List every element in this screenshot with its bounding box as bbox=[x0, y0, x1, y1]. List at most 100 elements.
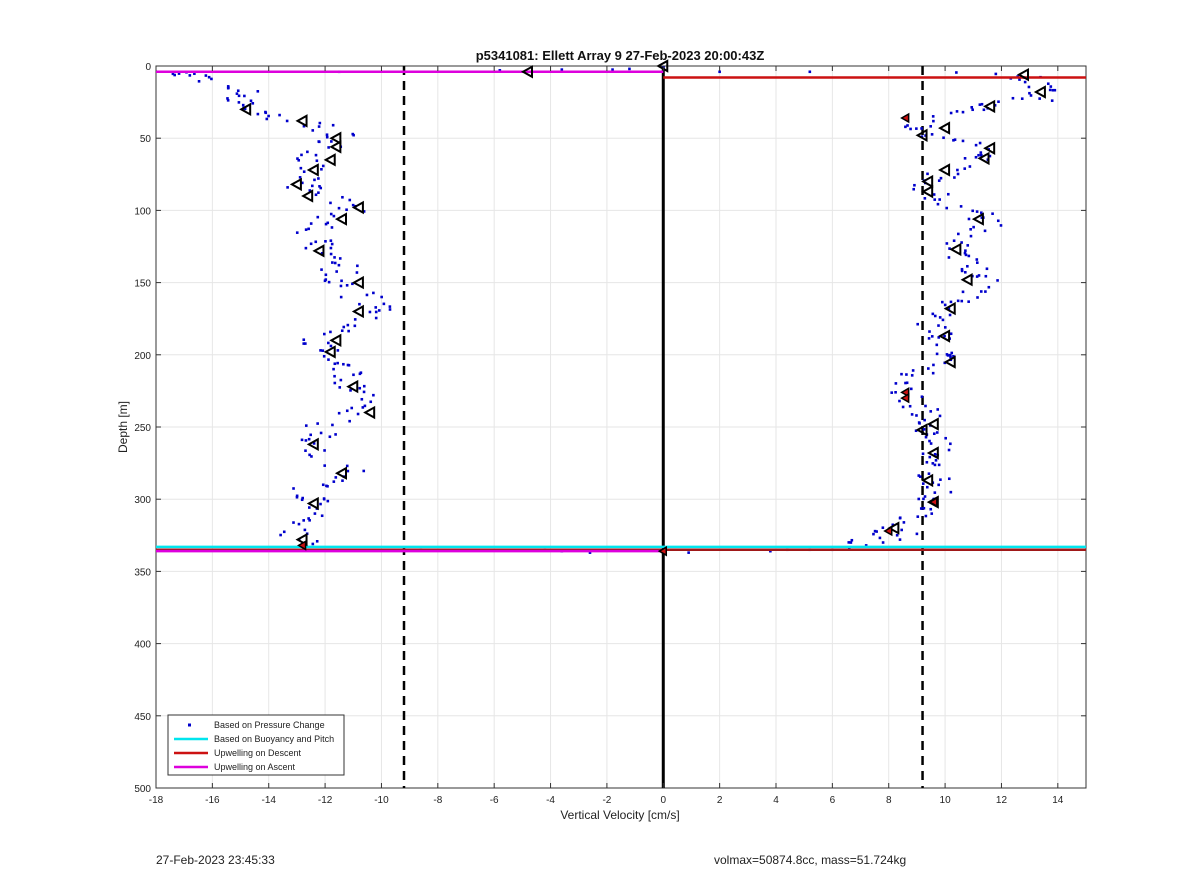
pressure-point bbox=[949, 355, 952, 359]
pressure-point bbox=[324, 273, 328, 277]
pressure-point bbox=[916, 515, 920, 518]
pressure-point bbox=[304, 449, 307, 452]
pressure-point bbox=[923, 495, 927, 498]
x-tick-label: -2 bbox=[602, 795, 611, 806]
pressure-point bbox=[236, 89, 240, 93]
x-tick-label: 12 bbox=[996, 795, 1008, 806]
pressure-point bbox=[309, 433, 312, 437]
horizontal-lines bbox=[156, 70, 1086, 553]
descent-marker bbox=[915, 128, 928, 143]
pressure-point bbox=[933, 463, 937, 467]
legend-label: Based on Pressure Change bbox=[214, 720, 325, 730]
pressure-point bbox=[937, 324, 940, 327]
pressure-point bbox=[979, 290, 983, 293]
pressure-point bbox=[243, 94, 246, 98]
pressure-point bbox=[308, 189, 312, 192]
pressure-point bbox=[976, 296, 979, 299]
pressure-point bbox=[975, 210, 979, 213]
pressure-point bbox=[975, 275, 979, 278]
pressure-point bbox=[921, 452, 925, 456]
pressure-point bbox=[292, 487, 295, 490]
pressure-point bbox=[980, 102, 984, 106]
pressure-point bbox=[849, 541, 853, 544]
pressure-point bbox=[369, 400, 373, 404]
legend-swatch bbox=[188, 723, 191, 727]
pressure-point bbox=[332, 214, 336, 218]
pressure-point bbox=[334, 433, 337, 436]
pressure-point bbox=[317, 191, 320, 194]
y-tick-label: 0 bbox=[145, 62, 151, 73]
pressure-point bbox=[307, 437, 311, 441]
pressure-point bbox=[943, 303, 947, 307]
x-tick-label: -12 bbox=[318, 795, 333, 806]
pressure-point bbox=[299, 166, 303, 170]
pressure-point bbox=[334, 476, 338, 479]
legend-label: Upwelling on Descent bbox=[214, 748, 302, 758]
pressure-point bbox=[256, 112, 260, 116]
x-tick-label: 10 bbox=[940, 795, 952, 806]
pressure-point bbox=[320, 514, 324, 518]
pressure-point bbox=[353, 324, 357, 328]
pressure-point bbox=[927, 472, 931, 475]
x-tick-label: -10 bbox=[374, 795, 389, 806]
pressure-point bbox=[302, 338, 306, 342]
pressure-point bbox=[226, 99, 230, 102]
pressure-point bbox=[906, 124, 909, 127]
pressure-point bbox=[374, 316, 378, 320]
pressure-point bbox=[864, 544, 868, 547]
pressure-point bbox=[320, 252, 324, 255]
pressure-point bbox=[329, 239, 333, 242]
pressure-point bbox=[914, 429, 918, 433]
pressure-point bbox=[264, 111, 268, 115]
pressure-point bbox=[296, 157, 299, 160]
pressure-point bbox=[963, 251, 967, 255]
pressure-point bbox=[980, 216, 984, 219]
pressure-point bbox=[314, 153, 318, 157]
pressure-point bbox=[913, 183, 916, 187]
pressure-point bbox=[249, 99, 253, 103]
pressure-point bbox=[317, 140, 321, 144]
pressure-point bbox=[980, 153, 983, 157]
pressure-point bbox=[935, 352, 939, 356]
pressure-point bbox=[909, 387, 913, 391]
pressure-point bbox=[207, 75, 211, 79]
pressure-point bbox=[930, 335, 934, 338]
descent-marker bbox=[971, 212, 984, 226]
pressure-point bbox=[949, 332, 953, 336]
pressure-point bbox=[956, 172, 960, 176]
pressure-point bbox=[265, 117, 269, 121]
pressure-point bbox=[938, 414, 942, 418]
pressure-point bbox=[894, 391, 897, 394]
y-tick-label: 250 bbox=[134, 423, 151, 434]
pressure-point bbox=[878, 536, 882, 540]
pressure-point bbox=[964, 249, 967, 252]
pressure-point bbox=[974, 143, 978, 147]
x-tick-label: -8 bbox=[433, 795, 442, 806]
pressure-point bbox=[326, 499, 330, 503]
pressure-point bbox=[226, 97, 229, 100]
pressure-point bbox=[900, 528, 903, 532]
pressure-point bbox=[341, 479, 344, 482]
pressure-point bbox=[303, 528, 307, 532]
axis-ticks: -18 -16 -14 -12 -10 -8 -6 -4 -2 0 2 4 6 8 10 12 14 0 50 100… bbox=[134, 62, 1086, 806]
pressure-point bbox=[324, 222, 328, 226]
pressure-point bbox=[945, 242, 949, 245]
pressure-point bbox=[311, 129, 315, 132]
pressure-point bbox=[307, 517, 310, 520]
pressure-point bbox=[991, 212, 994, 216]
pressure-point bbox=[808, 70, 812, 74]
pressure-point bbox=[365, 293, 369, 297]
x-tick-label: 8 bbox=[886, 795, 892, 806]
pressure-point bbox=[302, 170, 306, 174]
pressure-point bbox=[917, 474, 921, 477]
pressure-point bbox=[342, 362, 345, 366]
pressure-point bbox=[929, 442, 933, 445]
x-tick-label: 0 bbox=[660, 795, 666, 806]
pressure-point bbox=[947, 477, 951, 481]
pressure-point bbox=[969, 227, 972, 231]
pressure-point bbox=[929, 410, 933, 413]
x-axis-label: Vertical Velocity [cm/s] bbox=[560, 808, 679, 822]
pressure-point bbox=[910, 374, 914, 377]
pressure-point bbox=[974, 155, 978, 159]
pressure-point bbox=[560, 68, 564, 71]
